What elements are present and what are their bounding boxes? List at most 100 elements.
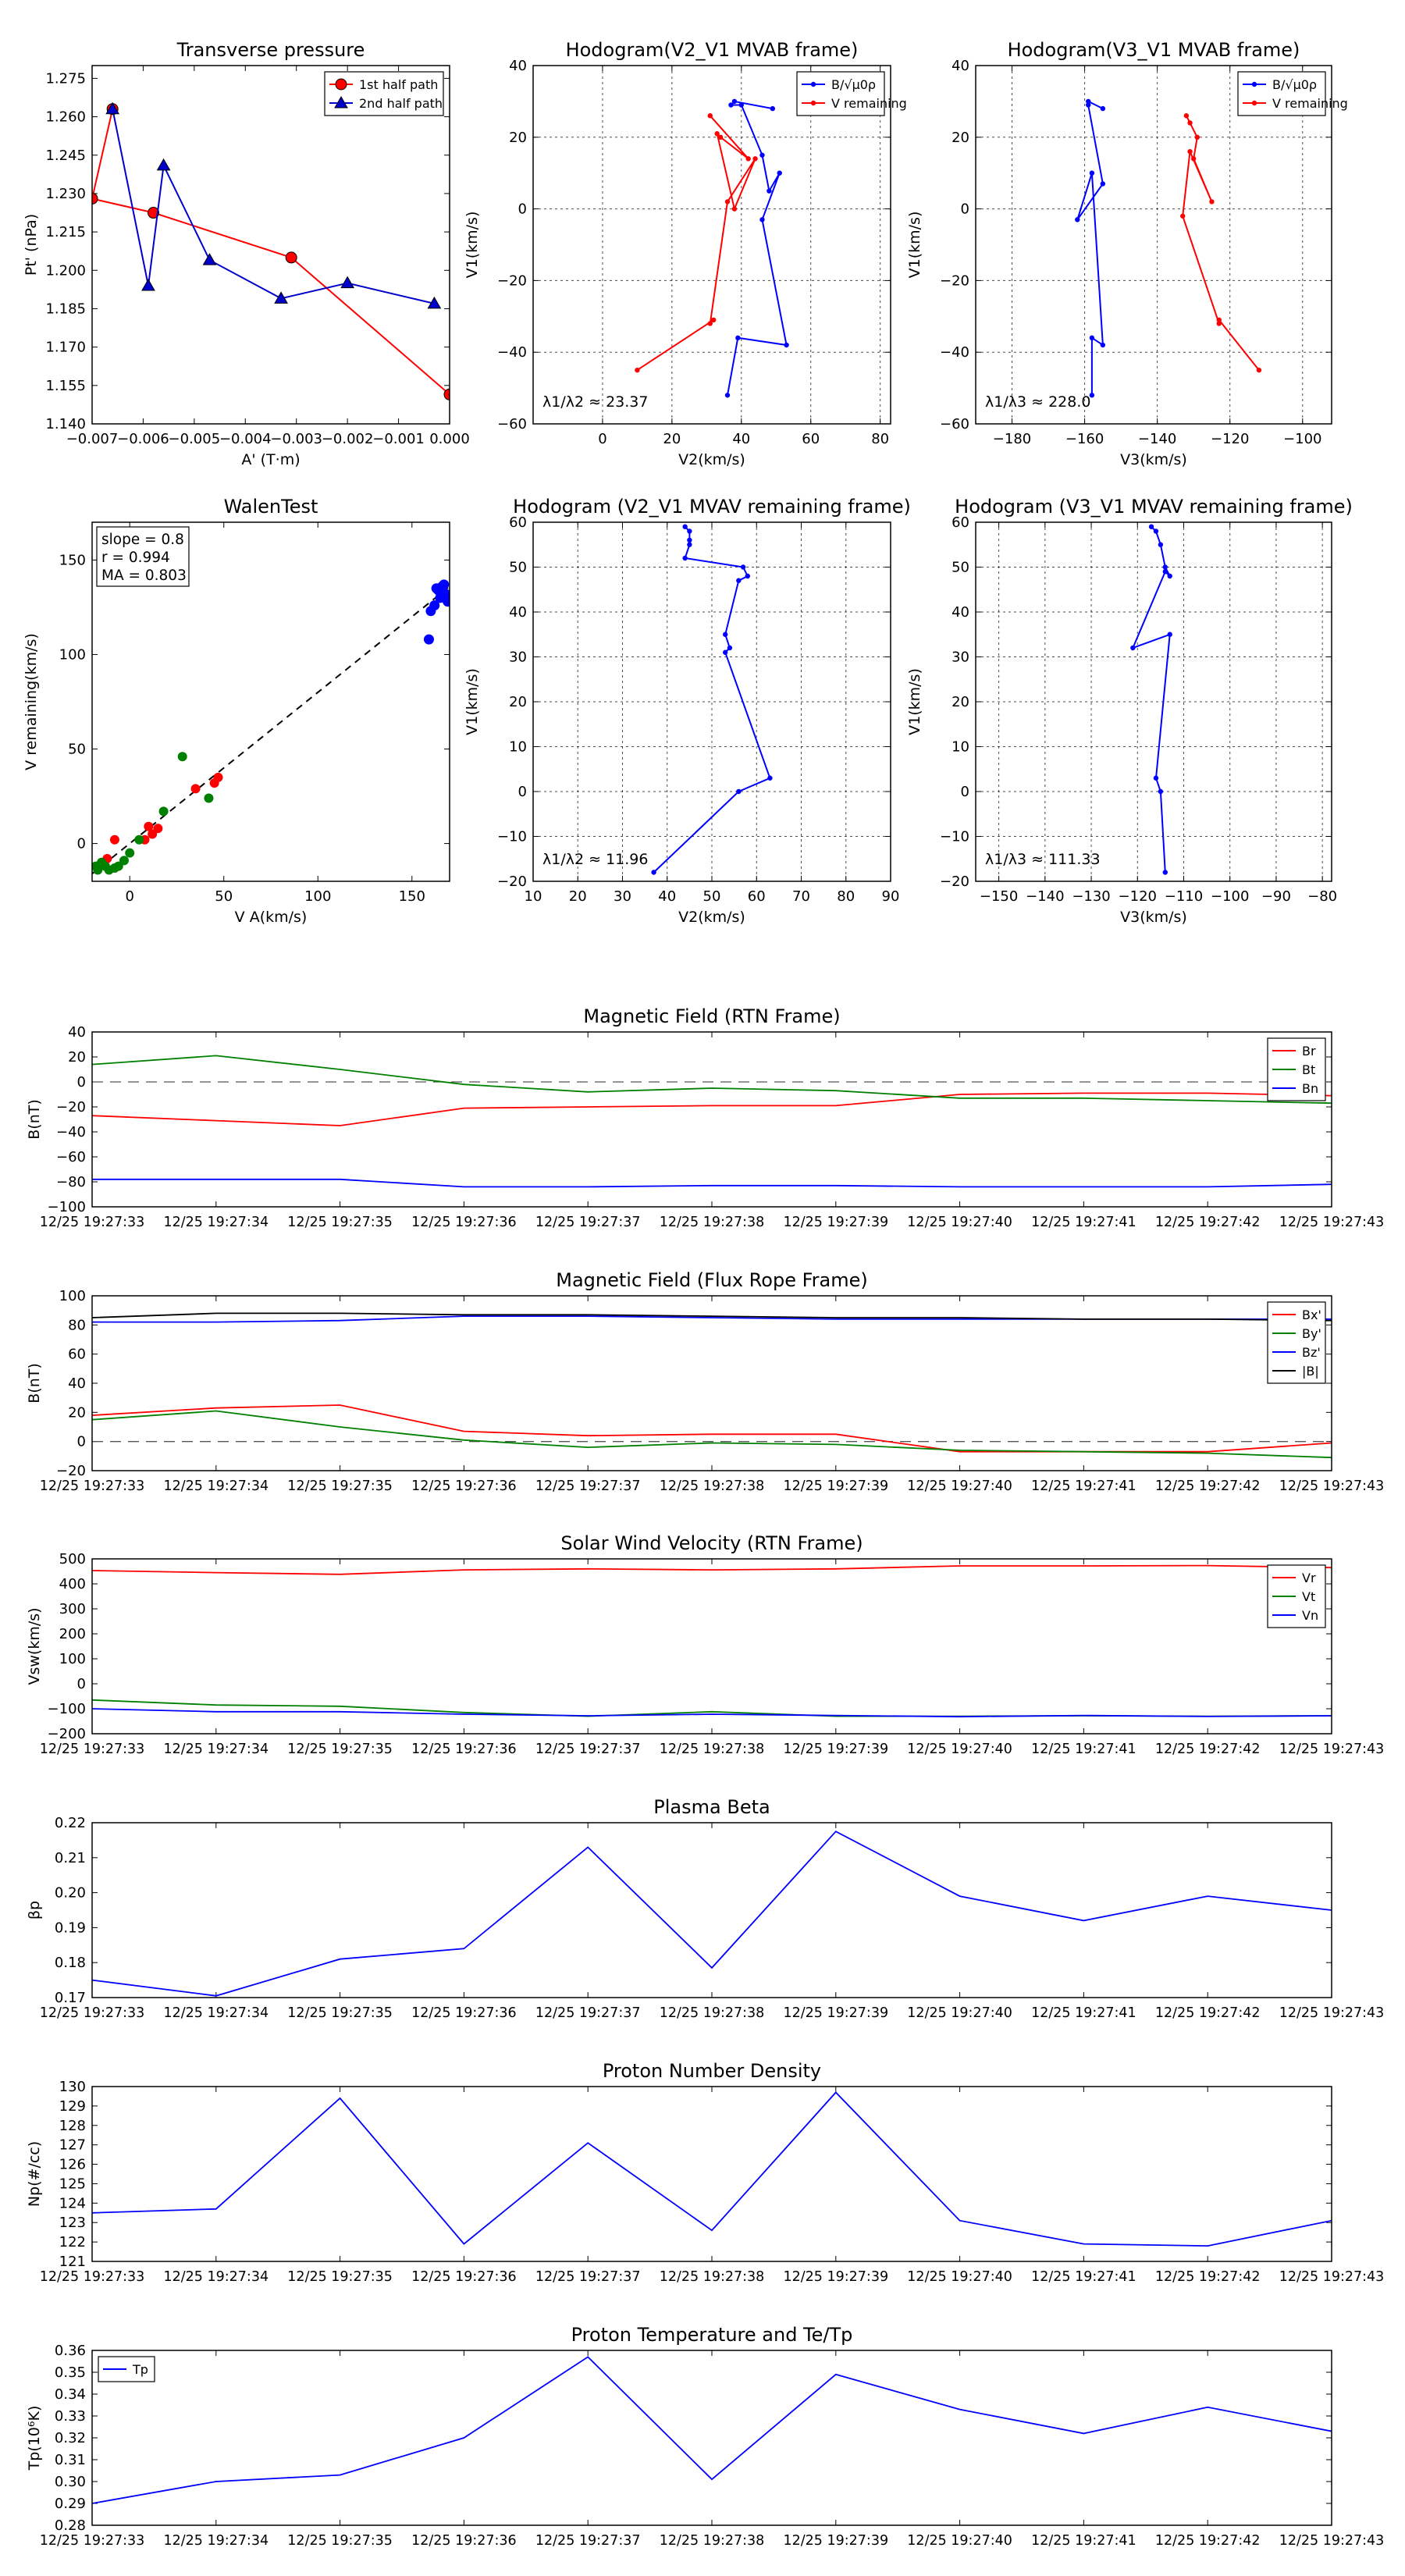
data-point — [752, 156, 758, 162]
legend-label: Bn — [1302, 1081, 1318, 1096]
data-point — [1089, 335, 1095, 341]
data-point — [1216, 317, 1222, 323]
series-line — [92, 1831, 1332, 1997]
chart-title: Transverse pressure — [176, 39, 365, 61]
chart-title: Hodogram(V2_V1 MVAB frame) — [566, 39, 859, 61]
x-tick-label: 12/25 19:27:42 — [1155, 1478, 1261, 1494]
data-point — [1167, 573, 1172, 579]
x-tick-label: 50 — [215, 888, 233, 905]
y-tick-label: 0.17 — [55, 1990, 86, 2006]
x-tick-label: 12/25 19:27:37 — [535, 1215, 641, 1230]
x-tick-label: 40 — [658, 888, 676, 905]
data-point — [731, 98, 738, 105]
y-tick-label: 100 — [59, 1651, 86, 1667]
data-point — [759, 152, 765, 158]
x-tick-label: 0 — [125, 888, 133, 905]
series-vn — [92, 1708, 1332, 1718]
data-point — [1075, 217, 1080, 222]
y-tick-label: 0.34 — [55, 2386, 86, 2403]
x-tick-label: 12/25 19:27:34 — [164, 2533, 269, 2549]
legend: Bx' By' Bz' |B| — [1267, 1301, 1326, 1384]
data-point — [1130, 645, 1136, 651]
y-tick-label: 40 — [509, 604, 527, 621]
plot-area — [1130, 524, 1172, 875]
x-tick-label: 12/25 19:27:43 — [1279, 1478, 1385, 1494]
y-tick-label: 40 — [951, 604, 969, 621]
y-axis-label: V1(km/s) — [464, 668, 481, 735]
x-tick-label: 12/25 19:27:41 — [1031, 2533, 1136, 2549]
y-tick-label: 0 — [518, 784, 527, 800]
y-axis-label: Tp(10⁶K) — [26, 2406, 43, 2471]
series-v-remaining — [1180, 113, 1262, 373]
data-point — [427, 296, 442, 309]
series-2nd-half-path — [105, 101, 442, 309]
data-point — [153, 824, 163, 834]
data-point — [125, 848, 135, 858]
x-tick-label: 12/25 19:27:37 — [535, 1742, 641, 1757]
data-point — [687, 528, 692, 534]
x-tick-label: 12/25 19:27:35 — [287, 1742, 393, 1757]
y-tick-label: 122 — [59, 2234, 86, 2250]
y-tick-label: 0.33 — [55, 2408, 86, 2425]
data-point — [1086, 98, 1091, 105]
series-line — [92, 1055, 1332, 1105]
series-line — [92, 1708, 1332, 1718]
x-tick-label: 12/25 19:27:35 — [287, 2533, 393, 2549]
data-point — [635, 367, 640, 373]
x-tick-label: 12/25 19:27:37 — [535, 1478, 641, 1494]
data-point — [714, 131, 720, 137]
data-point — [148, 207, 160, 219]
chart-title: Hodogram (V3_V1 MVAV remaining frame) — [955, 496, 1353, 518]
y-axis-label: V1(km/s) — [906, 668, 923, 735]
y-tick-label: 10 — [951, 739, 969, 756]
data-point — [735, 335, 741, 341]
data-point — [687, 542, 692, 547]
legend: Vr Vt Vn — [1267, 1564, 1326, 1628]
y-tick-label: 1.260 — [45, 109, 86, 126]
y-tick-label: 124 — [59, 2195, 86, 2211]
plot-area — [92, 2091, 1332, 2247]
x-tick-label: −140 — [1138, 431, 1176, 447]
y-tick-label: 123 — [59, 2215, 86, 2231]
data-point — [429, 600, 440, 611]
x-tick-label: −0.006 — [117, 431, 169, 447]
series-beta — [92, 1831, 1332, 1997]
x-tick-label: −150 — [980, 888, 1018, 905]
data-point — [1089, 170, 1095, 176]
chart-title: Magnetic Field (RTN Frame) — [583, 1005, 840, 1027]
x-tick-label: 12/25 19:27:39 — [784, 1478, 889, 1494]
x-tick-label: 60 — [802, 431, 820, 447]
x-tick-label: 12/25 19:27:40 — [907, 2533, 1012, 2549]
data-point — [1153, 528, 1159, 534]
y-tick-label: 40 — [68, 1024, 86, 1041]
x-tick-label: 12/25 19:27:38 — [660, 2533, 765, 2549]
x-tick-label: 12/25 19:27:40 — [907, 1215, 1012, 1230]
data-point — [1187, 148, 1193, 155]
legend-marker — [810, 81, 816, 87]
y-tick-label: 0.35 — [55, 2364, 86, 2381]
x-tick-label: −0.004 — [219, 431, 272, 447]
y-tick-label: −60 — [497, 416, 527, 432]
data-point — [745, 156, 751, 162]
y-axis-label: V remaining(km/s) — [23, 633, 40, 770]
y-tick-label: −20 — [56, 1099, 86, 1115]
data-point — [707, 113, 713, 119]
data-point — [1158, 542, 1164, 547]
y-tick-label: 20 — [509, 694, 527, 710]
x-tick-label: 80 — [871, 431, 889, 447]
x-axis-label: V3(km/s) — [1120, 451, 1187, 468]
y-tick-label: 50 — [68, 742, 86, 758]
x-tick-label: 12/25 19:27:42 — [1155, 1215, 1261, 1230]
x-tick-label: 12/25 19:27:41 — [1031, 1215, 1136, 1230]
data-point — [682, 524, 688, 529]
y-tick-label: 129 — [59, 2098, 86, 2115]
y-tick-label: −20 — [940, 873, 969, 890]
data-point — [722, 649, 728, 655]
series-np — [92, 2091, 1332, 2247]
legend-marker — [335, 78, 347, 91]
series-line — [92, 1092, 1332, 1126]
annotation-text: λ1/λ2 ≈ 11.96 — [542, 851, 648, 868]
x-tick-label: 12/25 19:27:41 — [1031, 2269, 1136, 2285]
data-point — [651, 870, 656, 875]
